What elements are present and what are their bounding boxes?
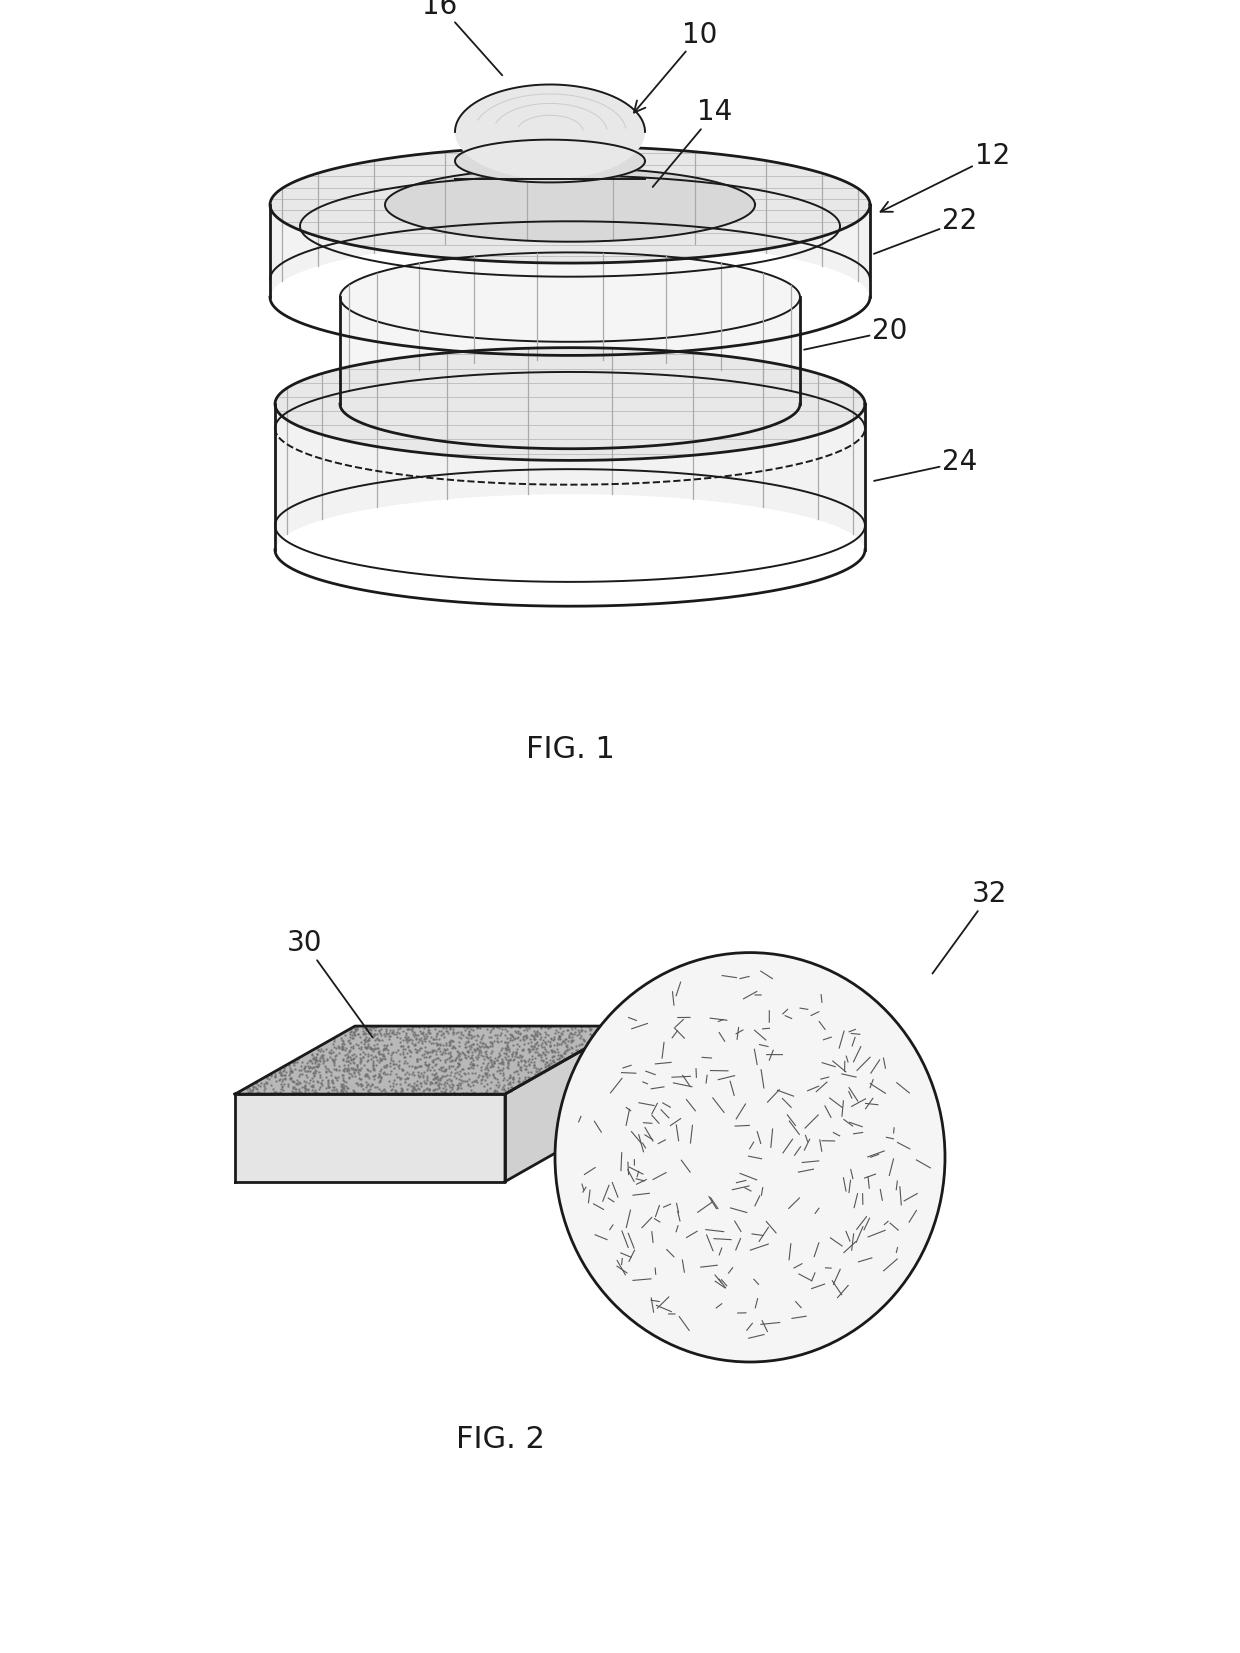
Polygon shape (270, 147, 870, 263)
Text: FIG. 1: FIG. 1 (526, 734, 615, 764)
Text: 14: 14 (652, 99, 733, 187)
Polygon shape (270, 147, 870, 298)
Text: 24: 24 (874, 448, 977, 481)
Polygon shape (505, 1027, 625, 1182)
Polygon shape (275, 347, 866, 461)
Polygon shape (340, 253, 800, 403)
Polygon shape (236, 1094, 505, 1182)
Ellipse shape (455, 84, 645, 179)
Text: 12: 12 (880, 142, 1011, 212)
Ellipse shape (556, 952, 945, 1362)
Text: 20: 20 (804, 317, 908, 350)
Polygon shape (236, 1027, 625, 1094)
Text: 10: 10 (634, 21, 718, 112)
Text: FIG. 2: FIG. 2 (455, 1425, 544, 1453)
Text: 16: 16 (423, 0, 502, 76)
Polygon shape (455, 139, 645, 182)
Text: 22: 22 (874, 207, 977, 255)
Text: 30: 30 (288, 929, 372, 1038)
Text: 32: 32 (932, 881, 1008, 974)
Polygon shape (275, 347, 866, 550)
Polygon shape (384, 169, 755, 241)
